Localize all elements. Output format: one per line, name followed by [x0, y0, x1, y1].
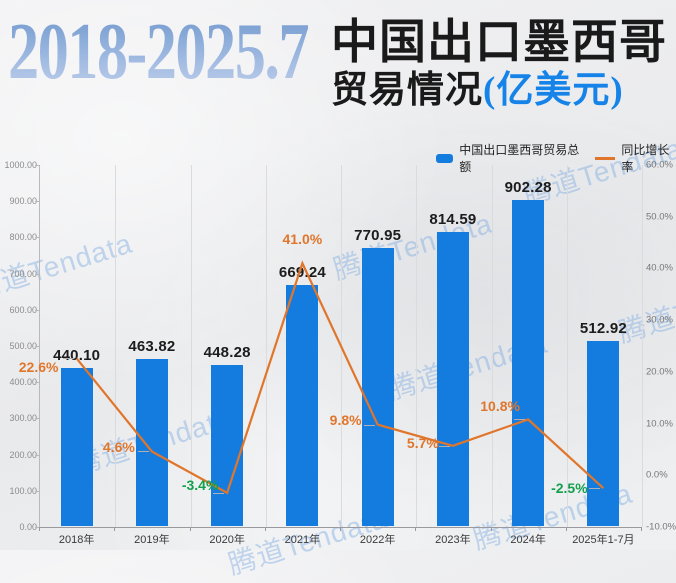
y-axis-right-tick-label: 20.0% [646, 366, 673, 378]
y-axis-right-tick-label: -10.0% [646, 521, 676, 533]
title-line2: 贸易情况(亿美元) [331, 70, 667, 113]
bar-value-label: 463.82 [128, 338, 176, 356]
y-axis-left-tick-label: 300.00 [9, 413, 37, 424]
bar-value-label: 448.28 [203, 343, 251, 361]
legend-bar-label: 中国出口墨西哥贸易总额 [459, 143, 580, 174]
x-axis-category-label: 2024年 [510, 534, 546, 546]
trade-volume-bar [211, 364, 244, 526]
growth-rate-label: 4.6% [102, 439, 135, 456]
x-axis-category-label: 2025年1-7月 [572, 534, 635, 546]
growth-label-leader [438, 445, 450, 447]
growth-label-leader [363, 424, 375, 426]
x-axis-category-label: 2020年 [209, 534, 245, 546]
growth-label-leader [62, 358, 74, 360]
title-unit: (亿美元) [483, 69, 624, 111]
x-axis-category-label: 2018年 [58, 534, 95, 546]
bar-value-label: 440.10 [53, 346, 101, 364]
vertical-gridline [491, 165, 493, 527]
title-line2-text: 贸易情况 [331, 69, 483, 111]
x-axis-category-label: 2023年 [435, 534, 471, 546]
y-axis-right-tick-label: 0.0% [646, 469, 668, 481]
y-axis-left-tick-label: 200.00 [9, 449, 37, 460]
growth-label-leader [213, 492, 225, 494]
y-axis-left-tick-label: 100.00 [9, 485, 37, 496]
growth-rate-label: -2.5% [551, 480, 588, 497]
y-axis-left-tickmark [35, 309, 39, 311]
y-axis-right-tick-label: 10.0% [646, 418, 673, 430]
growth-rate-label: 22.6% [18, 359, 59, 376]
vertical-gridline [190, 165, 192, 527]
y-axis-left-tick-label: 400.00 [9, 377, 37, 388]
y-axis-left-tickmark [35, 237, 39, 239]
page-title: 中国出口墨西哥 贸易情况(亿美元) [331, 17, 667, 113]
legend-line-label: 同比增长率 [621, 143, 670, 174]
trade-volume-bar [135, 359, 168, 526]
vertical-gridline [115, 165, 117, 527]
growth-rate-label: -3.4% [181, 476, 219, 493]
y-axis-left-tickmark [35, 273, 39, 275]
y-axis-left-tick-label: 1000.00 [4, 160, 37, 170]
y-axis-left-tick-label: 0.00 [19, 522, 37, 532]
growth-label-leader [589, 488, 601, 490]
y-axis-left-tickmark [35, 527, 39, 528]
title-line1: 中国出口墨西哥 [331, 17, 667, 69]
y-axis-left-tickmark [35, 201, 39, 203]
growth-label-leader [514, 419, 526, 421]
y-axis-right-tick-label: 40.0% [646, 262, 673, 274]
vertical-gridline [341, 165, 342, 527]
growth-label-leader [137, 451, 149, 453]
x-axis-tickmark [490, 527, 492, 531]
y-axis-left-tick-label: 900.00 [9, 196, 37, 207]
y-axis-right-tick-label: 50.0% [646, 211, 673, 223]
vertical-gridline [265, 165, 267, 527]
trade-volume-bar [587, 341, 620, 526]
legend-bar-swatch [436, 153, 454, 163]
x-axis-tickmark [39, 527, 40, 531]
growth-rate-label: 41.0% [282, 231, 323, 248]
title-year-range: 2018-2025.7 [8, 8, 310, 96]
x-axis-tickmark [189, 527, 191, 531]
y-axis-left-tickmark [35, 454, 39, 456]
y-axis-left-tick-label: 800.00 [9, 232, 37, 243]
y-axis-left-tickmark [35, 165, 39, 166]
x-axis-tickmark [565, 527, 567, 531]
trade-volume-bar [436, 232, 469, 526]
bar-value-label: 902.28 [504, 179, 552, 197]
x-axis-tickmark [340, 527, 341, 531]
trade-volume-bar [60, 367, 93, 526]
bar-value-label: 814.59 [429, 211, 477, 229]
y-axis-left-tickmark [35, 490, 39, 492]
growth-rate-label: 10.8% [480, 398, 520, 415]
y-axis-left-tickmark [35, 418, 39, 420]
y-axis-left-tick-label: 500.00 [9, 341, 37, 351]
trade-volume-bar [512, 200, 545, 526]
vertical-gridline [416, 165, 418, 527]
y-axis-left-tick-label: 700.00 [9, 268, 37, 279]
chart-legend: 中国出口墨西哥贸易总额 同比增长率 [436, 141, 676, 175]
vertical-gridline [566, 165, 568, 527]
y-axis-right-tick-label: 60.0% [646, 159, 673, 171]
chart-area: 1000.00 900.00 800.00 700.00 600.00 500.00 400… [4, 159, 676, 547]
growth-rate-label: 9.8% [329, 411, 362, 428]
y-axis-left-tickmark [35, 382, 39, 384]
y-axis-right-tick-label: 30.0% [646, 314, 673, 326]
x-axis-tickmark [641, 527, 642, 531]
x-axis-category-label: 2019年 [134, 534, 170, 546]
growth-rate-label: 5.7% [406, 434, 439, 451]
x-axis-category-label: 2022年 [359, 534, 396, 546]
x-axis-tickmark [264, 527, 266, 531]
bar-value-label: 770.95 [354, 226, 402, 244]
y-axis-left-tickmark [35, 346, 39, 347]
trade-volume-bar [361, 247, 394, 526]
bar-value-label: 512.92 [579, 320, 627, 338]
y-axis-left-tick-label: 600.00 [9, 304, 37, 315]
x-axis-category-label: 2021年 [284, 534, 321, 546]
legend-line-swatch [595, 156, 616, 160]
x-axis-tickmark [415, 527, 417, 531]
x-axis-tickmark [114, 527, 116, 531]
bar-value-label: 669.24 [278, 263, 326, 281]
vertical-gridline [642, 165, 643, 527]
trade-volume-bar [286, 284, 319, 526]
